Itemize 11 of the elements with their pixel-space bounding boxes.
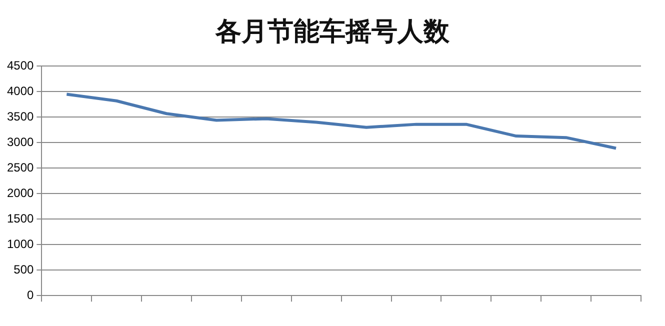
y-tick-label: 1500 — [6, 211, 34, 226]
y-tick-label: 4000 — [6, 84, 34, 98]
y-tick-label: 0 — [27, 288, 34, 302]
y-tick-label: 2000 — [6, 186, 34, 200]
y-tick-label: 2500 — [6, 160, 34, 174]
chart-title: 各月节能车摇号人数 — [214, 16, 450, 49]
y-tick-label: 3500 — [6, 109, 34, 124]
y-tick-label: 3000 — [6, 134, 34, 149]
y-tick-label: 1000 — [6, 236, 34, 251]
y-tick-label: 4500 — [6, 58, 34, 73]
y-tick-label: 500 — [14, 262, 34, 276]
